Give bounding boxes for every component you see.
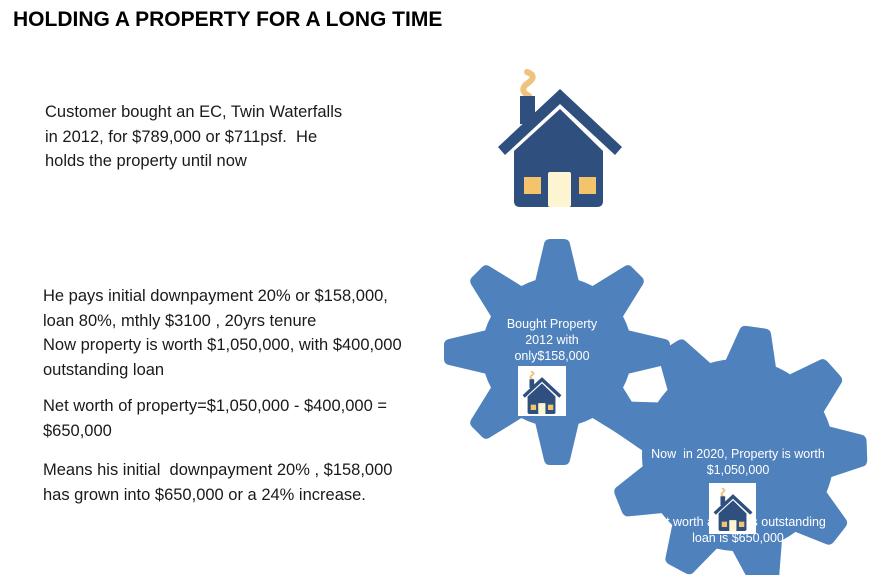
large-gear-house-chip [709,483,756,534]
large-gear-icon [611,325,868,575]
small-gear-label: Bought Property 2012 with only$158,000 [506,317,598,363]
slide-title: HOLDING A PROPERTY FOR A LONG TIME [13,8,443,31]
paragraph-net-worth: Net worth of property=$1,050,000 - $400,… [43,397,387,440]
house-icon [713,485,753,532]
small-gear-house-chip [518,366,566,416]
house-icon [497,60,623,210]
large-gear-label-line1: Now in 2020, Property is worth $1,050,00… [651,447,825,477]
paragraph-financing: He pays initial downpayment 20% or $158,… [43,287,402,379]
house-icon [522,368,562,415]
paragraph-conclusion: Means his initial downpayment 20% , $158… [43,461,393,504]
paragraph-intro: Customer bought an EC, Twin Waterfalls i… [45,103,343,170]
